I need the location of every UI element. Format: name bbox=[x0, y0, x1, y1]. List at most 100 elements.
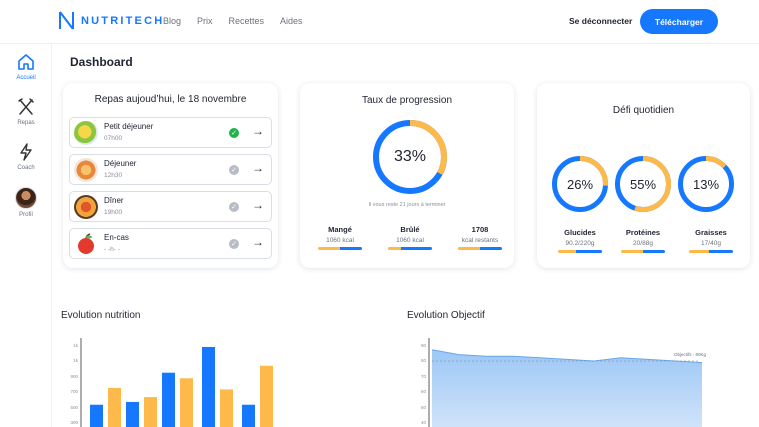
home-icon bbox=[18, 54, 34, 70]
objective-chart-title: Evolution Objectif bbox=[407, 310, 485, 321]
nav-link-prix[interactable]: Prix bbox=[197, 16, 213, 26]
y-tick: 40 bbox=[420, 420, 426, 425]
stat-bar bbox=[458, 247, 502, 250]
area-chart-plot bbox=[428, 338, 703, 427]
meal-name: Petit déjeuner bbox=[104, 122, 154, 131]
meal-row-petit-dejeuner[interactable]: Petit déjeuner 07h00 ✓ → bbox=[69, 117, 272, 148]
meal-name: En-cas bbox=[104, 233, 129, 242]
nav-link-blog[interactable]: Blog bbox=[163, 16, 182, 26]
nav-link-recettes[interactable]: Recettes bbox=[228, 16, 265, 26]
meal-name: Dîner bbox=[104, 196, 124, 205]
utensils-icon bbox=[18, 98, 34, 115]
bar-series-0-1 bbox=[126, 401, 139, 427]
meal-time: - -h- - bbox=[104, 246, 120, 253]
y-tick: 90 bbox=[420, 343, 426, 348]
y-tick: 80 bbox=[420, 358, 426, 363]
sidebar: Accueil Repas Coach Profil bbox=[0, 44, 52, 427]
macro-name: Graisses bbox=[695, 228, 727, 237]
target-label: Objectifs - 80Kg bbox=[674, 352, 707, 357]
y-tick: 900 bbox=[70, 374, 78, 379]
ring-progress-arc bbox=[615, 156, 671, 212]
stat-bar bbox=[388, 247, 432, 250]
dinner-icon bbox=[74, 195, 98, 219]
ring-progress-arc bbox=[373, 120, 447, 194]
macro-name: Protéines bbox=[625, 228, 661, 237]
y-tick: 500 bbox=[70, 405, 78, 410]
macro-name: Glucides bbox=[564, 228, 596, 237]
sidebar-item-repas[interactable]: Repas bbox=[0, 97, 52, 126]
bar-series-1-1 bbox=[144, 397, 157, 427]
objective-area-chart: 90 80 70 60 50 40 Objectifs - 80Kg bbox=[410, 338, 710, 427]
progress-card: Taux de progression 33% Il vous reste 21… bbox=[300, 83, 514, 268]
stat-title: Brûlé bbox=[400, 225, 420, 234]
meals-card: Repas aujoud’hui, le 18 novembre Petit d… bbox=[63, 83, 278, 268]
sidebar-item-profil[interactable]: Profil bbox=[0, 187, 52, 218]
stat-value: kcal restants bbox=[461, 237, 499, 244]
brand-name: NUTRITECH bbox=[81, 14, 165, 27]
meal-row-diner[interactable]: Dîner 19h00 ✓ → bbox=[69, 191, 272, 222]
challenge-card-title: Défi quotidien bbox=[612, 105, 675, 116]
meal-row-en-cas[interactable]: En-cas - -h- - ✓ → bbox=[69, 228, 272, 259]
bar-chart-plot bbox=[80, 338, 273, 427]
brand-logo[interactable]: NUTRITECH bbox=[58, 11, 164, 30]
nutrition-bar-chart: 1k 1k 900 700 500 300 bbox=[62, 338, 292, 427]
arrow-right-icon[interactable]: → bbox=[252, 124, 264, 138]
lightning-icon bbox=[20, 143, 32, 161]
meal-name: Déjeuner bbox=[104, 159, 137, 168]
stat-bar bbox=[318, 247, 362, 250]
sidebar-item-coach[interactable]: Coach bbox=[0, 142, 52, 171]
sidebar-item-label: Coach bbox=[17, 165, 35, 171]
daily-challenge-card: Défi quotidien 26% 55% 13% Glucides 90.2… bbox=[537, 83, 750, 268]
meals-card-title: Repas aujoud’hui, le 18 novembre bbox=[94, 94, 247, 105]
ring-glucides: 26% bbox=[550, 154, 610, 214]
bar-series-0-3 bbox=[202, 346, 215, 427]
sidebar-item-label: Repas bbox=[17, 120, 35, 126]
page-title: Dashboard bbox=[70, 55, 133, 69]
arrow-right-icon[interactable]: → bbox=[252, 161, 264, 175]
bar-series-1-2 bbox=[180, 378, 193, 427]
ring-percent: 26% bbox=[566, 176, 594, 192]
macro-value: 90.2/220g bbox=[565, 240, 595, 247]
check-pending-icon: ✓ bbox=[229, 239, 239, 249]
nav-link-aides[interactable]: Aides bbox=[280, 16, 303, 26]
stat-brule: Brûlé 1060 kcal bbox=[388, 225, 432, 250]
arrow-right-icon[interactable]: → bbox=[252, 235, 264, 249]
avatar bbox=[15, 187, 37, 209]
check-pending-icon: ✓ bbox=[229, 202, 239, 212]
objective-area bbox=[432, 349, 702, 427]
macro-glucides: Glucides 90.2/220g bbox=[552, 228, 608, 253]
remaining-days-text: Il vous reste 21 jours à terminer bbox=[368, 202, 446, 208]
macro-bar bbox=[621, 250, 665, 253]
ring-progress-arc bbox=[552, 156, 608, 212]
logout-link[interactable]: Se déconnecter bbox=[569, 16, 633, 26]
download-button[interactable]: Télécharger bbox=[640, 9, 718, 34]
macro-proteines: Protéines 20/88g bbox=[615, 228, 671, 253]
y-tick: 1k bbox=[73, 358, 78, 363]
bar-series-1-3 bbox=[220, 389, 233, 427]
y-tick: 60 bbox=[420, 389, 426, 394]
bar-series-0-0 bbox=[90, 404, 103, 427]
bar-series-0-2 bbox=[162, 372, 175, 427]
macro-value: 17/40g bbox=[701, 240, 721, 247]
meal-time: 07h00 bbox=[104, 135, 123, 142]
meal-time: 12h30 bbox=[104, 172, 123, 179]
ring-proteines: 55% bbox=[613, 154, 673, 214]
y-tick: 50 bbox=[420, 405, 426, 410]
objective-line bbox=[431, 349, 703, 364]
ring-graisses: 13% bbox=[676, 154, 736, 214]
ring-percent: 13% bbox=[692, 176, 720, 192]
macro-graisses: Graisses 17/40g bbox=[683, 228, 739, 253]
ring-percent: 55% bbox=[629, 176, 657, 192]
check-done-icon: ✓ bbox=[229, 128, 239, 138]
meal-row-dejeuner[interactable]: Déjeuner 12h30 ✓ → bbox=[69, 154, 272, 185]
stat-title: 1708 bbox=[471, 225, 489, 234]
macro-value: 20/88g bbox=[633, 240, 653, 247]
stat-restants: 1708 kcal restants bbox=[456, 225, 504, 250]
arrow-right-icon[interactable]: → bbox=[252, 198, 264, 212]
bar-series-1-4 bbox=[260, 365, 273, 427]
sidebar-item-accueil[interactable]: Accueil bbox=[0, 52, 52, 81]
macro-bar bbox=[689, 250, 733, 253]
stat-title: Mangé bbox=[328, 225, 352, 234]
stat-mange: Mangé 1060 kcal bbox=[318, 225, 362, 250]
sidebar-item-label: Accueil bbox=[16, 75, 36, 81]
